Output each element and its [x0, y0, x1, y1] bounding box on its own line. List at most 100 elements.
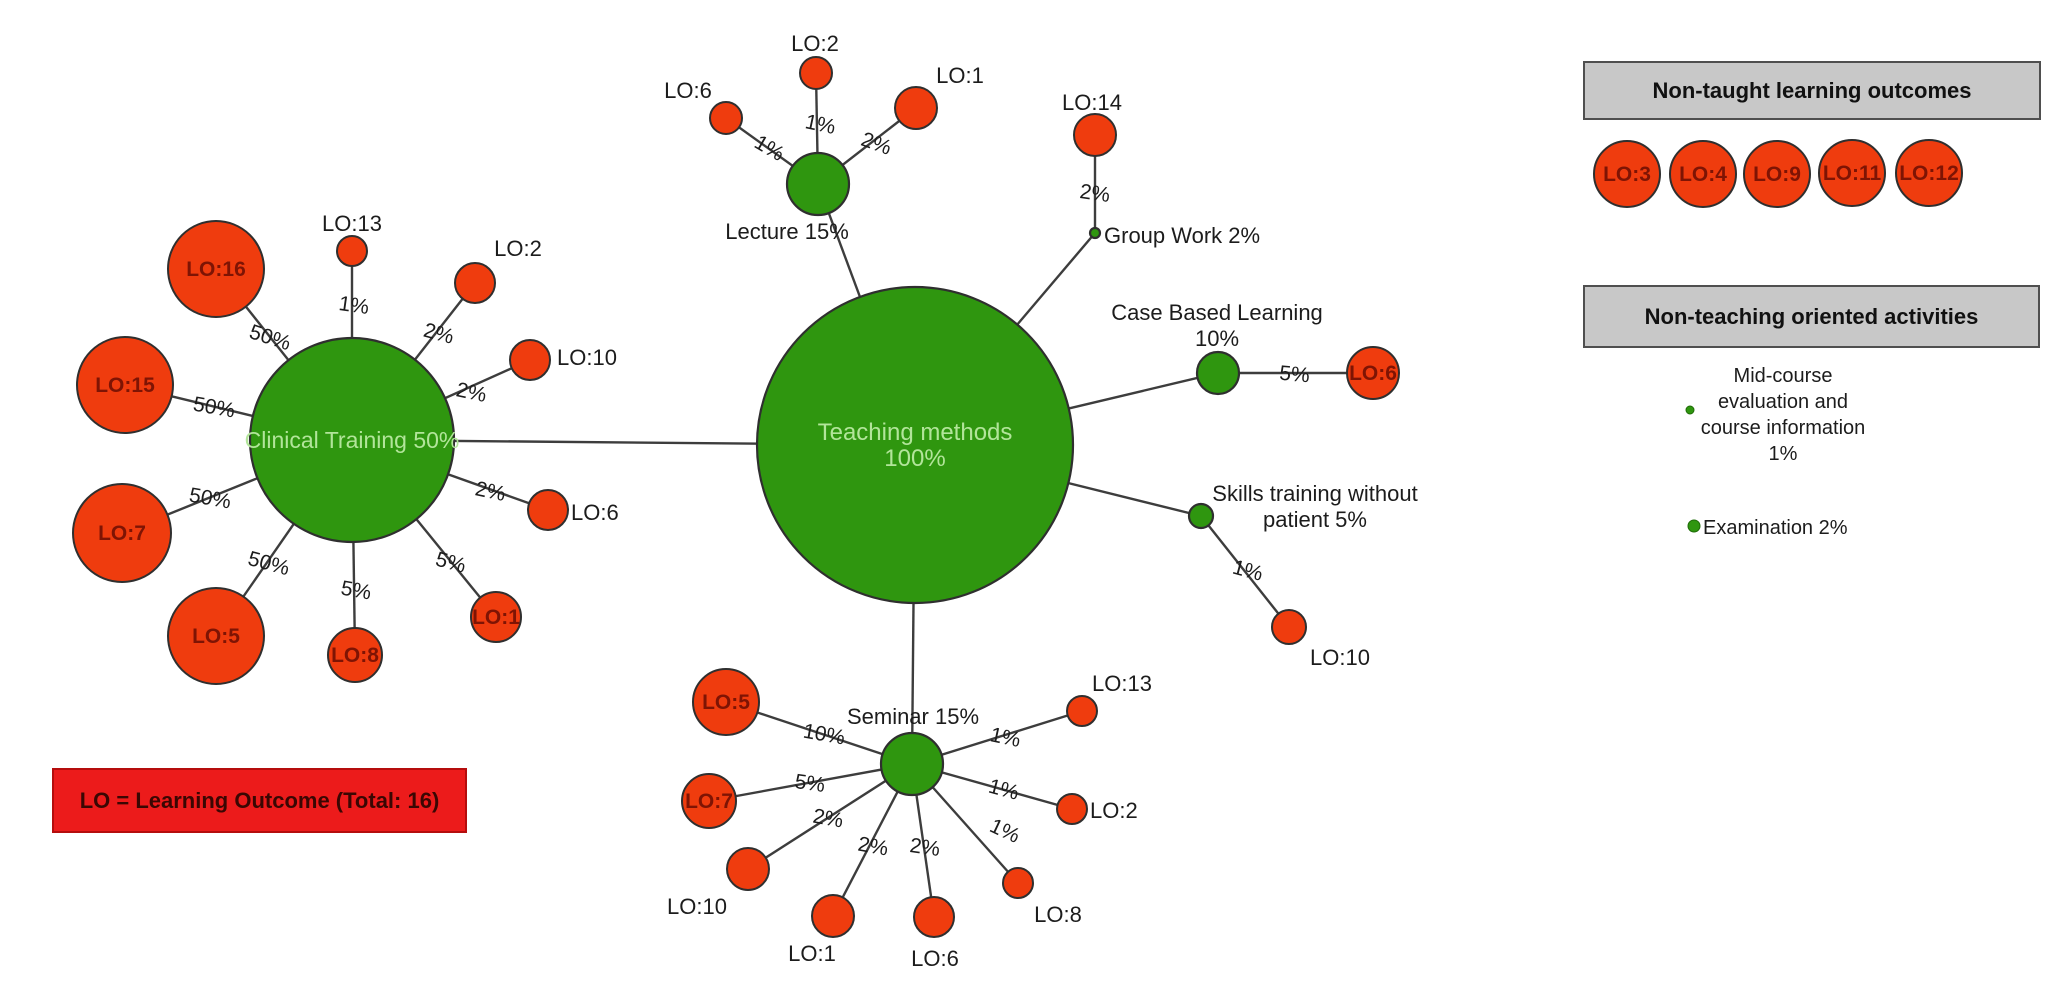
outcome-label-g14: LO:14 — [1062, 90, 1122, 115]
outcome-label-c8: LO:8 — [331, 644, 379, 667]
activity-text-0: evaluation and — [1718, 391, 1848, 413]
outcome-label-n4: LO:4 — [1679, 163, 1727, 186]
edge-label-clinical-c16: 50% — [246, 320, 293, 355]
outcome-node-l6 — [709, 101, 743, 135]
edge-label-clinical-c8: 5% — [339, 577, 373, 605]
edge-label-groupwork-g14: 2% — [1078, 180, 1111, 207]
edge-label-clinical-c5: 50% — [245, 547, 292, 580]
hub-node-lecture — [785, 151, 851, 217]
outcome-label-c1: LO:1 — [472, 606, 520, 629]
outcome-node-se13 — [1066, 695, 1098, 727]
outcome-node-c13 — [336, 235, 368, 267]
outcome-label-se2: LO:2 — [1090, 798, 1138, 823]
outcome-node-se2 — [1056, 793, 1088, 825]
outcome-node-s10 — [1271, 609, 1307, 645]
hub-label-casebased: Case Based Learning — [1111, 300, 1323, 325]
edge-label-clinical-c6: 2% — [473, 477, 507, 506]
edge-label-lecture-l2: 1% — [803, 110, 837, 139]
hub-label-skills: patient 5% — [1263, 507, 1367, 532]
outcome-node-c10 — [509, 339, 551, 381]
edge-label-clinical-c13: 1% — [337, 292, 370, 319]
edge-label-lecture-l6: 1% — [750, 131, 788, 166]
outcome-node-se10 — [726, 847, 770, 891]
outcome-node-cb6 — [1346, 346, 1400, 400]
hub-label-clinical: Clinical Training 50% — [245, 427, 460, 453]
outcome-label-se1: LO:1 — [788, 941, 836, 966]
hub-node-clinical — [248, 336, 456, 544]
outcome-label-c7: LO:7 — [98, 522, 146, 545]
outcome-label-l1: LO:1 — [936, 63, 984, 88]
hub-node-groupwork — [1088, 226, 1102, 240]
activity-dot-1 — [1687, 519, 1701, 533]
hub-node-casebased — [1195, 350, 1241, 396]
outcome-node-se5 — [692, 668, 760, 736]
outcome-node-l1 — [894, 86, 938, 130]
outcome-node-c8 — [327, 627, 383, 683]
edge-label-clinical-c1: 5% — [433, 548, 468, 578]
edge-label-seminar-se2: 1% — [986, 775, 1021, 805]
outcome-label-c15: LO:15 — [95, 374, 155, 397]
activity-dot-0 — [1685, 405, 1695, 415]
activity-text-0: course information — [1701, 417, 1866, 439]
outcome-node-n9 — [1743, 140, 1811, 208]
outcome-label-n12: LO:12 — [1899, 162, 1959, 185]
outcome-node-n12 — [1895, 139, 1963, 207]
outcome-node-c1 — [470, 591, 522, 643]
outcome-node-n4 — [1669, 140, 1737, 208]
hub-node-skills — [1187, 502, 1215, 530]
non-taught-learning-outcomes-header: Non-taught learning outcomes — [1583, 61, 2041, 120]
outcome-label-s10: LO:10 — [1310, 645, 1370, 670]
activity-text-0: Mid-course — [1734, 365, 1833, 387]
outcome-label-n9: LO:9 — [1753, 163, 1801, 186]
edge-seminar-se7 — [708, 762, 913, 803]
hub-node-teaching — [755, 285, 1075, 605]
edge-label-seminar-se5: 10% — [801, 720, 846, 750]
outcome-label-c10: LO:10 — [557, 345, 617, 370]
outcome-node-c5 — [167, 587, 265, 685]
edge-skills-s10 — [1200, 515, 1290, 628]
edge-label-seminar-se10: 2% — [811, 805, 845, 833]
outcome-node-c15 — [76, 336, 174, 434]
hub-label-groupwork: Group Work 2% — [1104, 223, 1260, 248]
edge-label-casebased-cb6: 5% — [1278, 362, 1310, 388]
outcome-label-se10: LO:10 — [667, 894, 727, 919]
outcome-label-c6: LO:6 — [571, 500, 619, 525]
activity-text-1: Examination 2% — [1703, 517, 1848, 539]
outcome-label-c2: LO:2 — [494, 236, 542, 261]
outcome-label-c16: LO:16 — [186, 258, 246, 281]
outcome-label-n3: LO:3 — [1603, 163, 1651, 186]
edge-label-seminar-se13: 1% — [988, 723, 1022, 752]
hub-label-teaching: Teaching methods — [818, 419, 1013, 446]
outcome-label-l2: LO:2 — [791, 31, 839, 56]
hub-label-seminar: Seminar 15% — [847, 704, 979, 729]
non-teaching-oriented-activities-header: Non-teaching oriented activities — [1583, 285, 2040, 348]
edge-label-skills-s10: 1% — [1230, 556, 1265, 586]
edge-label-seminar-se1: 2% — [856, 833, 890, 861]
hub-node-seminar — [879, 731, 945, 797]
outcome-node-se6 — [913, 896, 955, 938]
outcome-label-c13: LO:13 — [322, 211, 382, 236]
edge-label-seminar-se6: 2% — [908, 834, 941, 861]
outcome-node-se7 — [681, 773, 737, 829]
outcome-node-g14 — [1073, 113, 1117, 157]
hub-label-lecture: Lecture 15% — [725, 219, 849, 244]
edge-label-clinical-c15: 50% — [191, 393, 236, 423]
edge-label-seminar-se7: 5% — [793, 770, 826, 797]
outcome-label-se13: LO:13 — [1092, 671, 1152, 696]
outcome-node-se1 — [811, 894, 855, 938]
outcome-label-c5: LO:5 — [192, 625, 240, 648]
outcome-label-n11: LO:11 — [1823, 162, 1882, 185]
outcome-label-se7: LO:7 — [685, 790, 733, 813]
outcome-label-cb6: LO:6 — [1349, 362, 1397, 385]
outcome-node-se8 — [1002, 867, 1034, 899]
outcome-label-se8: LO:8 — [1034, 902, 1082, 927]
outcome-label-se6: LO:6 — [911, 946, 959, 971]
outcome-node-c6 — [527, 489, 569, 531]
outcome-node-n3 — [1593, 140, 1661, 208]
outcome-node-c16 — [167, 220, 265, 318]
edge-label-clinical-c7: 50% — [187, 484, 232, 514]
outcome-node-n11 — [1818, 139, 1886, 207]
outcome-node-c7 — [72, 483, 172, 583]
lo-legend-box: LO = Learning Outcome (Total: 16) — [52, 768, 467, 833]
